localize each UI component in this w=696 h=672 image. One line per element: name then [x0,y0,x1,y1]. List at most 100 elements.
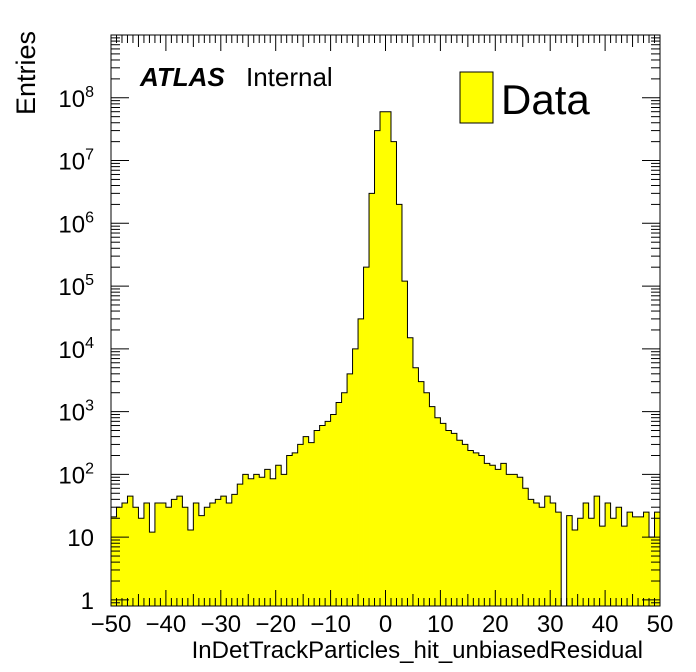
histogram-bin [654,512,661,606]
histogram-bin [577,518,584,606]
histogram-bin [632,516,639,606]
x-tick-label: 40 [592,611,619,638]
histogram-bin [407,337,414,606]
histogram-bin [517,477,524,606]
atlas-label: ATLAS Internal [139,62,333,92]
histogram-bin [638,516,644,606]
y-axis-label: Entries [11,31,41,115]
x-axis-ticks [110,35,661,606]
histogram-bin [380,111,386,606]
histogram-bin [127,496,134,606]
y-tick-label: 103 [58,398,94,427]
histogram-bin [215,499,222,606]
x-tick-label: 50 [647,611,674,638]
histogram-bin [539,507,546,606]
histogram-bin [132,507,139,606]
histogram-bin [330,414,337,606]
histogram-bin [434,417,441,606]
histogram-bin [336,402,342,606]
histogram-bin [550,503,557,606]
y-tick-label: 1 [81,588,94,615]
histogram-bin [209,503,216,606]
histogram-outline [111,111,660,607]
histogram-bin [522,488,529,606]
histogram-bin [341,392,348,606]
histogram-bin [566,515,573,606]
y-tick-label: 106 [58,209,94,238]
histogram-bin [390,141,397,606]
histogram-bin [154,503,161,606]
histogram-bin [462,444,469,606]
histogram-bin [484,463,491,606]
y-tick-label: 102 [58,460,94,489]
histogram-bin [445,430,452,606]
x-tick-label: 0 [379,611,392,638]
histogram-bin [533,503,540,606]
histogram-bin [149,532,156,606]
histogram-bin [171,499,178,606]
histogram-bin [116,507,123,606]
histogram-bin [204,507,211,606]
histogram-bin [451,433,458,606]
histogram-bin [182,507,189,606]
x-tick-label: −20 [255,611,296,638]
histogram-bin [478,455,485,606]
y-axis-tick-labels: 1 10 102 103 104 105 106 107 108 [58,84,94,615]
histogram-bin [599,526,606,606]
histogram-bin [286,455,293,606]
histogram-bin [237,484,244,606]
histogram-bin [616,507,622,606]
legend-label: Data [501,76,590,123]
histogram-bin [440,423,447,606]
histogram-bin [396,204,403,606]
histogram-bin [627,512,633,606]
histogram-bin [275,465,282,606]
atlas-label-bold: ATLAS [139,62,225,92]
x-axis-label: InDetTrackParticles_hit_unbiasedResidual [192,637,643,664]
y-tick-label: 104 [58,335,94,364]
histogram-bin [495,469,502,606]
histogram-bin [588,518,595,606]
histogram-bin [292,452,299,606]
x-tick-label: −40 [146,611,187,638]
histogram-bin [500,463,507,606]
histogram-bin [649,537,655,606]
histogram-bin [418,381,425,606]
histogram-bin [511,474,518,606]
histogram-bin [544,496,551,606]
histogram-bin [358,318,364,606]
histogram-bin [555,512,562,606]
histogram-bin [643,512,650,606]
histogram-bin [138,518,145,606]
x-tick-label: −10 [310,611,351,638]
histogram-bin [506,474,513,606]
histogram-bin [270,478,277,606]
histogram-bin [401,281,408,606]
histogram-bin [374,130,381,606]
x-tick-label: 20 [482,611,509,638]
histogram-bin [429,406,436,606]
histogram-bin [308,442,315,606]
histogram-bin [528,499,535,606]
histogram-bin [325,421,331,606]
y-axis-ticks [111,34,660,607]
y-tick-label: 108 [58,84,94,113]
histogram-bin [489,465,496,606]
histogram-bin [610,518,617,606]
y-tick-label: 10 [67,525,94,552]
histogram-bin [621,526,628,606]
histogram-bins [111,111,661,607]
histogram-bin [572,530,579,606]
histogram-bin [264,469,271,606]
histogram-bin [259,477,266,606]
histogram-bin [605,503,611,606]
histogram-bin [347,373,353,606]
histogram-bin [248,478,255,606]
histogram-bin [281,474,288,606]
x-tick-label: −50 [91,611,132,638]
histogram-bin [467,450,474,606]
histogram-bin [297,444,304,606]
histogram-bin [165,507,172,606]
histogram-bin [111,516,117,606]
